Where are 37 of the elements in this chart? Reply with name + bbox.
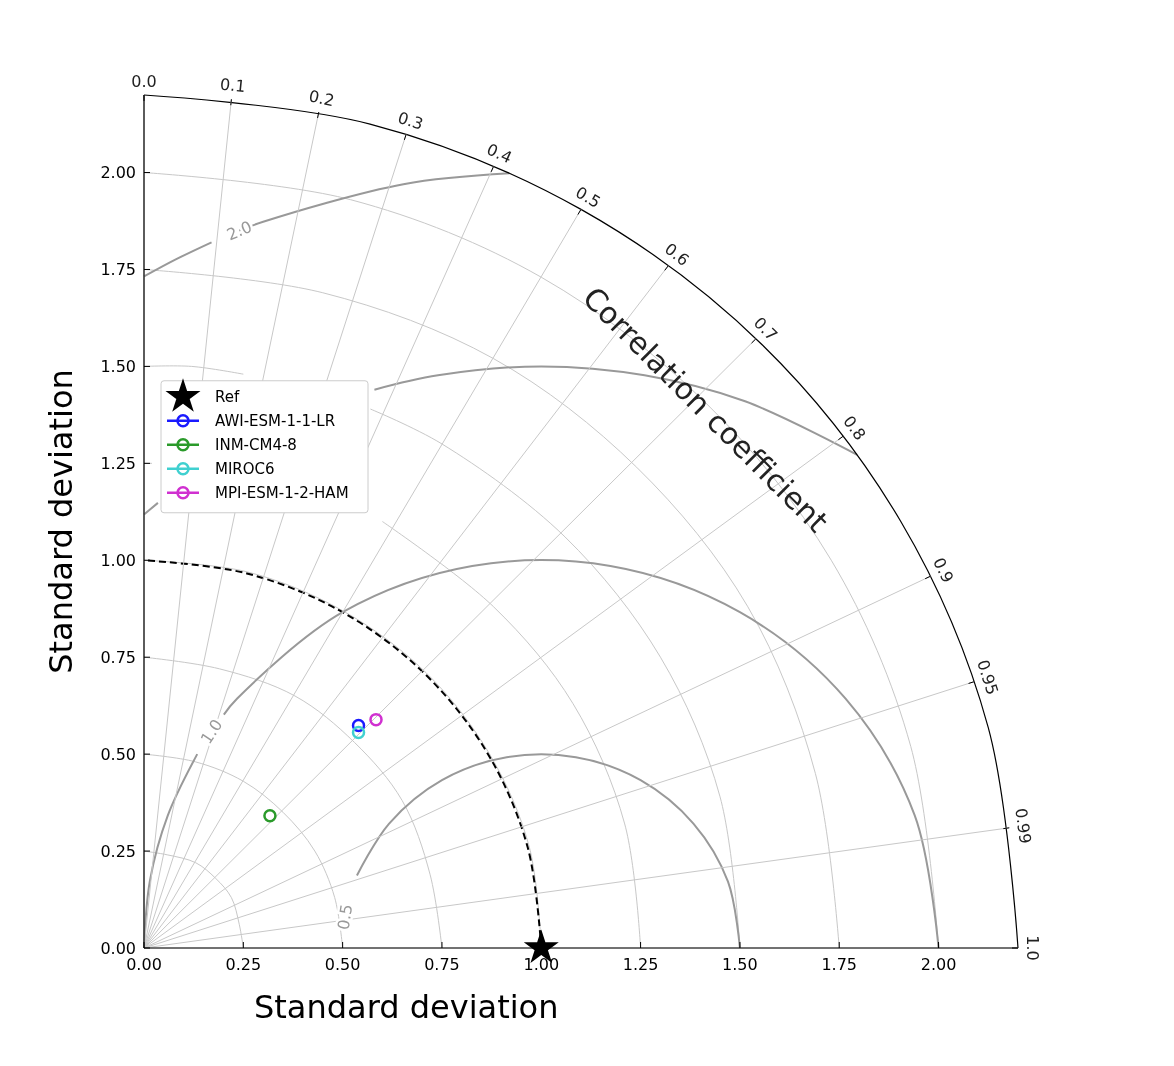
annotation: 0.9 [929,554,958,586]
annotation: 0.99 [1011,806,1035,845]
x-tick-label: 1.75 [821,955,858,974]
y-tick-label: 2.00 [100,163,136,183]
annotation: 0.4 [483,139,515,168]
x-tick-label: 2.00 [920,955,957,974]
x-tick-label: 1.00 [523,955,560,974]
x-tick-label: 1.50 [722,955,758,974]
x-tick-label: 1.25 [622,955,659,974]
y-tick-label: 1.25 [100,453,136,473]
x-tick-label: 0.25 [225,955,262,974]
annotation: 0.95 [973,657,1003,698]
annotation: 0.2 [307,86,337,111]
x-tick-label: 0.50 [324,955,361,974]
annotation: 2.0 [223,217,255,245]
y-tick-label: 0.75 [100,647,136,667]
annotation: 0.5 [333,902,357,932]
legend-label: MIROC6 [215,459,275,478]
y-tick-label: 0.50 [100,744,136,764]
annotation: 0.0 [131,71,157,91]
y-tick-label: 0.25 [100,841,136,861]
y-tick-label: 1.75 [100,259,136,279]
legend-label: INM-CM4-8 [215,435,297,454]
legend-label: Ref [215,387,240,406]
annotation: 1.0 [1022,935,1042,961]
x-tick-label: 0.75 [424,955,460,974]
annotation: 0.1 [219,74,247,97]
y-tick-label: 0.00 [100,938,136,958]
annotation: 0.3 [395,107,426,134]
legend-label: AWI-ESM-1-1-LR [215,411,336,430]
y-tick-label: 1.50 [100,356,136,376]
annotation: 1.0 [196,715,227,748]
y-tick-label: 1.00 [100,550,136,570]
legend-label: MPI-ESM-1-2-HAM [215,483,349,502]
x-tick-label: 0.00 [126,955,162,974]
y-axis-title: Standard deviation [42,369,80,674]
x-axis-title: Standard deviation [253,988,559,1026]
